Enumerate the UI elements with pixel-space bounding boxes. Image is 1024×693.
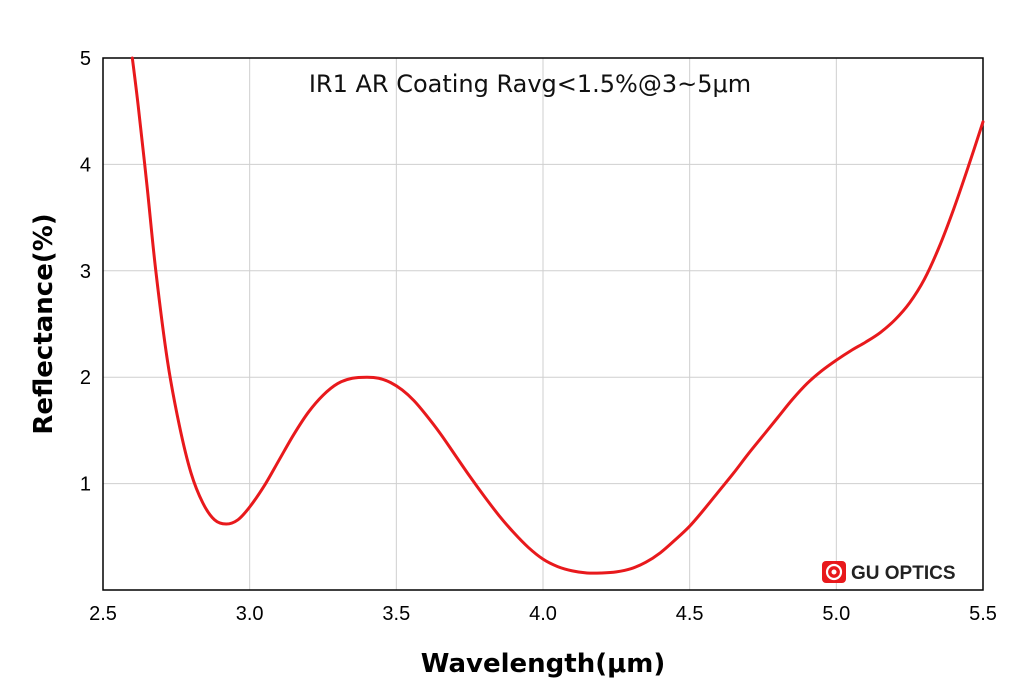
y-tick-label: 5 bbox=[80, 48, 91, 70]
gu-optics-logo: GU OPTICS bbox=[822, 561, 956, 584]
y-tick-labels: 1 2 3 4 5 bbox=[80, 48, 91, 496]
y-axis-title: Reflectance(%) bbox=[29, 213, 59, 434]
x-tick-label: 4.0 bbox=[529, 603, 557, 625]
reflectance-curve bbox=[130, 56, 985, 575]
x-tick-label: 3.5 bbox=[382, 603, 410, 625]
x-tick-labels: 2.5 3.0 3.5 4.0 4.5 5.0 5.5 bbox=[89, 603, 997, 625]
grid-lines bbox=[103, 58, 983, 590]
x-tick-label: 3.0 bbox=[236, 603, 264, 625]
x-tick-label: 5.5 bbox=[969, 603, 997, 625]
y-tick-label: 2 bbox=[80, 367, 91, 389]
gu-optics-logo-icon bbox=[822, 561, 846, 583]
plot-frame bbox=[102, 57, 984, 591]
x-tick-label: 2.5 bbox=[89, 603, 117, 625]
x-tick-label: 4.5 bbox=[676, 603, 704, 625]
x-axis-title: Wavelength(μm) bbox=[421, 649, 665, 679]
y-tick-label: 3 bbox=[80, 261, 91, 283]
y-tick-label: 1 bbox=[80, 474, 91, 496]
chart-annotation: IR1 AR Coating Ravg<1.5%@3~5μm bbox=[309, 70, 751, 98]
logo-text: GU OPTICS bbox=[851, 563, 956, 584]
x-tick-label: 5.0 bbox=[822, 603, 850, 625]
y-tick-label: 4 bbox=[80, 154, 91, 176]
